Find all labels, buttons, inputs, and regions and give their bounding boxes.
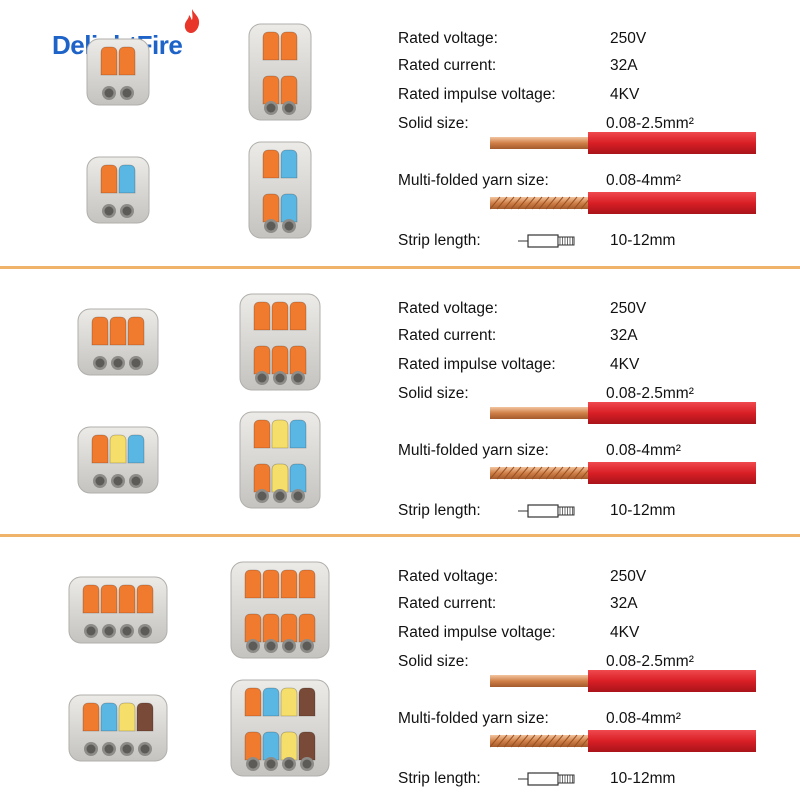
solid-size-value: 0.08-2.5mm² [606,385,694,402]
connector-image-4 [248,141,312,239]
solid-size-label: Solid size: [398,385,469,402]
rated-impulse-voltage-value: 4KV [610,356,640,373]
section-divider-2 [0,534,800,537]
connector-image-1 [77,308,159,376]
solid-wire-image [490,402,756,424]
strip-length-value: 10-12mm [610,770,676,787]
connector-image-2 [239,293,321,391]
rated-current-label: Rated current: [398,327,497,344]
section-divider-1 [0,266,800,269]
multi-folded-label: Multi-folded yarn size: [398,710,549,727]
spec-section-1: Rated voltage: 250V Rated current: 32A Rated… [0,0,800,262]
rated-impulse-voltage-label: Rated impulse voltage: [398,624,556,641]
rated-voltage-label: Rated voltage: [398,30,498,47]
multi-folded-label: Multi-folded yarn size: [398,442,549,459]
rated-voltage-value: 250V [610,568,647,585]
stranded-wire-image [490,192,756,214]
rated-impulse-voltage-label: Rated impulse voltage: [398,356,556,373]
solid-size-value: 0.08-2.5mm² [606,115,694,132]
spec-section-3: Rated voltage: 250V Rated current: 32A Rated… [0,538,800,800]
solid-size-label: Solid size: [398,115,469,132]
flame-icon [184,9,200,33]
solid-wire-image [490,132,756,154]
strip-length-value: 10-12mm [610,232,676,249]
connector-image-3 [86,156,150,224]
rated-impulse-voltage-label: Rated impulse voltage: [398,86,556,103]
strip-length-icon [518,234,575,248]
connector-image-2 [248,23,312,121]
connector-image-3 [77,426,159,494]
connector-photos [86,23,312,239]
solid-wire-image [490,670,756,692]
rated-current-value: 32A [610,595,638,612]
connector-photos [77,293,321,509]
solid-size-label: Solid size: [398,653,469,670]
connector-image-4 [239,411,321,509]
strip-length-label: Strip length: [398,770,481,787]
connector-image-3 [68,694,168,762]
spec-section-2: Rated voltage: 250V Rated current: 32A Rated… [0,270,800,532]
rated-voltage-label: Rated voltage: [398,300,498,317]
rated-impulse-voltage-value: 4KV [610,86,640,103]
connector-photos [68,561,330,777]
connector-image-2 [230,561,330,659]
rated-impulse-voltage-value: 4KV [610,624,640,641]
connector-image-4 [230,679,330,777]
rated-voltage-value: 250V [610,30,647,47]
rated-voltage-value: 250V [610,300,647,317]
rated-current-label: Rated current: [398,595,497,612]
rated-voltage-label: Rated voltage: [398,568,498,585]
multi-folded-value: 0.08-4mm² [606,172,681,189]
multi-folded-value: 0.08-4mm² [606,442,681,459]
strip-length-icon [518,504,575,518]
strip-length-value: 10-12mm [610,502,676,519]
stranded-wire-image [490,730,756,752]
connector-image-1 [86,38,150,106]
multi-folded-label: Multi-folded yarn size: [398,172,549,189]
rated-current-value: 32A [610,57,638,74]
stranded-wire-image [490,462,756,484]
strip-length-icon [518,772,575,786]
rated-current-value: 32A [610,327,638,344]
rated-current-label: Rated current: [398,57,497,74]
strip-length-label: Strip length: [398,232,481,249]
connector-image-1 [68,576,168,644]
solid-size-value: 0.08-2.5mm² [606,653,694,670]
strip-length-label: Strip length: [398,502,481,519]
multi-folded-value: 0.08-4mm² [606,710,681,727]
